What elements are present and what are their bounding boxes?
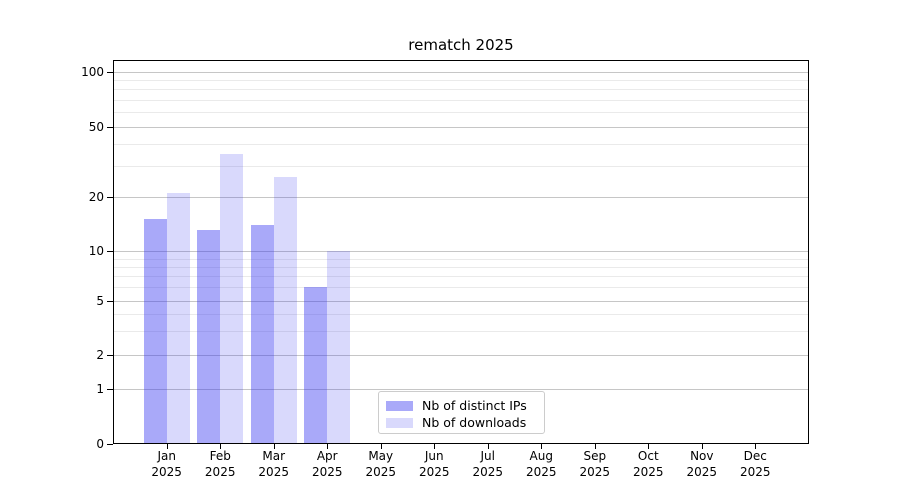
y-tick-mark-2 [107, 355, 113, 356]
minor-gridline-7 [114, 276, 808, 278]
y-tick-mark-20 [107, 196, 113, 198]
x-tick-mark-jun [434, 444, 436, 449]
minor-gridline-40 [114, 143, 808, 145]
bar-nb-of-distinct-ips-jan [143, 219, 167, 443]
y-tick-mark-50 [107, 126, 113, 128]
x-tick-label-dec: Dec 2025 [740, 449, 771, 479]
bar-nb-of-distinct-ips-feb [197, 230, 221, 443]
x-tick-label-feb: Feb 2025 [204, 449, 236, 479]
y-tick-label-5: 5 [96, 293, 104, 308]
y-tick-mark-10 [107, 251, 113, 252]
minor-gridline-8 [114, 266, 808, 268]
bar-nb-of-downloads-apr [327, 251, 351, 443]
major-gridline-2 [114, 355, 808, 356]
y-tick-mark-1 [107, 389, 113, 390]
x-tick-label-may: May 2025 [365, 449, 396, 479]
minor-gridline-3 [114, 330, 808, 332]
legend-label-downloads: Nb of downloads [422, 415, 527, 430]
chart-title: rematch 2025 [408, 36, 514, 54]
x-tick-label-apr: Apr 2025 [311, 449, 343, 479]
x-tick-mark-dec [755, 444, 757, 449]
minor-gridline-70 [114, 100, 808, 101]
x-tick-label-sep: Sep 2025 [579, 449, 611, 479]
major-gridline-10 [114, 251, 808, 252]
x-tick-label-aug: Aug 2025 [525, 449, 557, 479]
x-tick-label-mar: Mar 2025 [258, 449, 289, 479]
minor-gridline-90 [114, 80, 808, 82]
x-tick-label-jan: Jan 2025 [151, 449, 182, 479]
y-tick-mark-5 [107, 300, 113, 302]
bar-nb-of-distinct-ips-apr [304, 287, 328, 443]
bar-nb-of-downloads-feb [220, 153, 244, 443]
bar-nb-of-downloads-jan [166, 192, 190, 443]
minor-gridline-60 [114, 112, 808, 114]
bar-nb-of-distinct-ips-mar [250, 224, 274, 443]
minor-gridline-4 [114, 313, 808, 315]
x-tick-label-jun: Jun 2025 [418, 449, 450, 479]
x-tick-mark-feb [220, 444, 222, 449]
minor-gridline-30 [114, 165, 808, 167]
legend-item-distinct-ips: Nb of distinct IPs [386, 397, 537, 414]
x-tick-mark-apr [327, 444, 329, 449]
y-tick-label-50: 50 [88, 119, 104, 134]
x-tick-label-jul: Jul 2025 [472, 449, 504, 479]
plot-area [113, 60, 809, 444]
major-gridline-50 [114, 126, 808, 128]
minor-gridline-80 [114, 89, 808, 91]
x-tick-label-nov: Nov 2025 [686, 449, 718, 479]
major-gridline-20 [114, 196, 808, 198]
y-tick-mark-0 [107, 444, 113, 445]
x-tick-label-oct: Oct 2025 [633, 449, 664, 479]
major-gridline-100 [114, 71, 808, 73]
legend-label-distinct-ips: Nb of distinct IPs [422, 398, 527, 413]
minor-gridline-9 [114, 258, 808, 260]
y-tick-label-0: 0 [96, 437, 104, 451]
x-tick-mark-jul [487, 444, 489, 449]
y-tick-label-10: 10 [88, 244, 104, 258]
minor-gridline-6 [114, 287, 808, 289]
legend-item-downloads: Nb of downloads [386, 414, 537, 431]
x-tick-mark-aug [541, 444, 543, 449]
x-tick-mark-may [380, 444, 382, 449]
x-tick-mark-sep [594, 444, 596, 449]
x-tick-mark-nov [701, 444, 703, 449]
y-tick-label-1: 1 [96, 382, 104, 396]
bar-nb-of-downloads-mar [273, 176, 297, 443]
legend-swatch-distinct-ips [386, 400, 413, 411]
y-tick-label-20: 20 [88, 189, 104, 204]
x-tick-mark-mar [273, 444, 275, 449]
legend-swatch-downloads [386, 417, 413, 428]
major-gridline-5 [114, 300, 808, 302]
x-tick-mark-jan [166, 444, 168, 449]
y-tick-label-2: 2 [96, 348, 104, 362]
y-tick-label-100: 100 [81, 64, 104, 79]
major-gridline-1 [114, 389, 808, 390]
legend: Nb of distinct IPs Nb of downloads [378, 391, 545, 434]
y-tick-mark-100 [107, 71, 113, 73]
x-tick-mark-oct [648, 444, 650, 449]
